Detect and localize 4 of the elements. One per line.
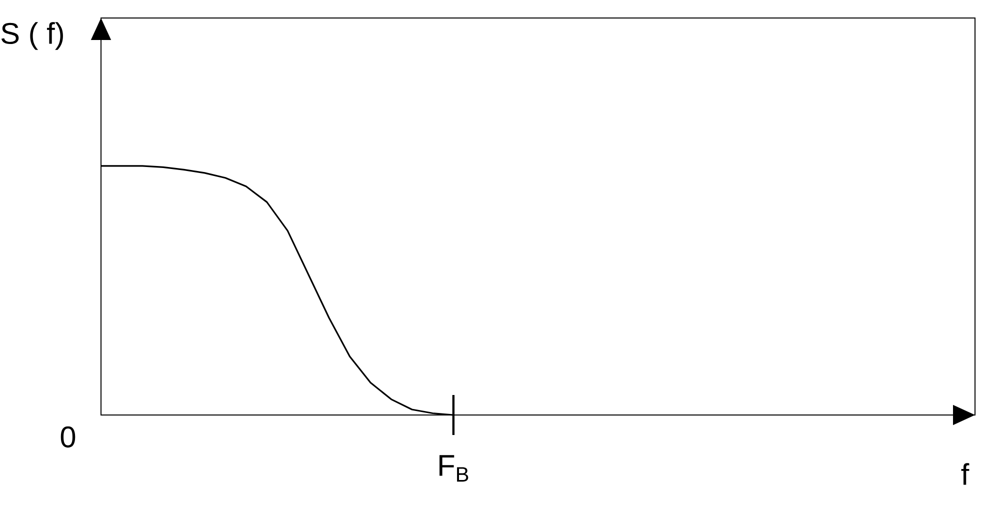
text: F$_{B}$ xyxy=(440,455,468,482)
text: 0 xyxy=(60,426,76,448)
text: f xyxy=(961,463,970,485)
y-axis-title: S ( f) xyxy=(1,22,63,50)
